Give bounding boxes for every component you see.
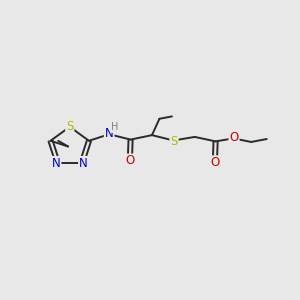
Text: H: H <box>111 122 118 132</box>
Text: N: N <box>52 157 61 170</box>
Text: N: N <box>79 157 88 170</box>
Text: S: S <box>170 135 178 148</box>
Text: O: O <box>125 154 135 167</box>
Text: N: N <box>105 127 114 140</box>
Text: O: O <box>210 156 220 169</box>
Text: O: O <box>230 131 238 144</box>
Text: S: S <box>66 120 74 133</box>
